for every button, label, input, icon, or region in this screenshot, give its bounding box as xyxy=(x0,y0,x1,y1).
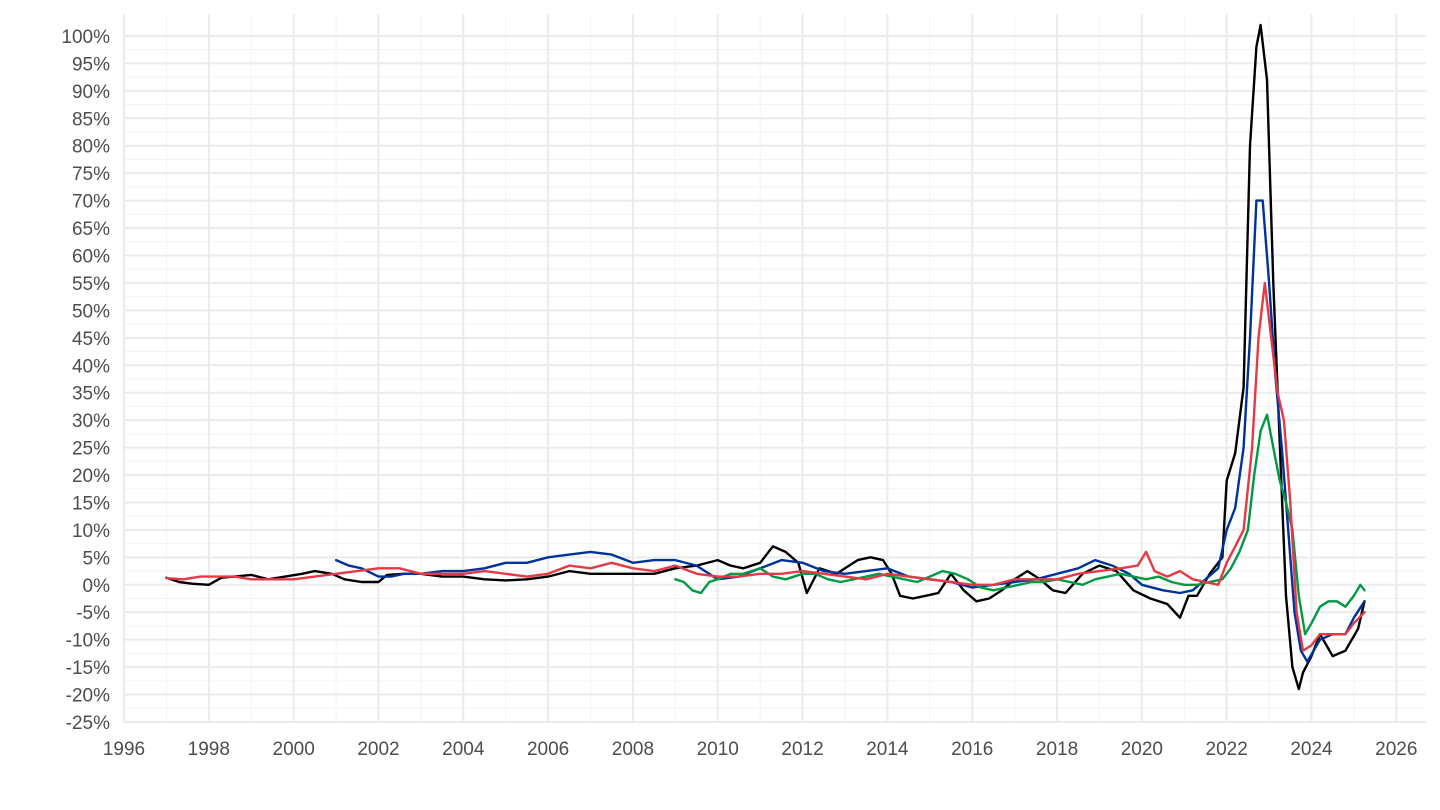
x-tick-label: 2000 xyxy=(273,739,315,760)
y-tick-label: 35% xyxy=(72,384,110,405)
y-tick-label: 95% xyxy=(72,54,110,75)
x-tick-label: 2010 xyxy=(697,739,739,760)
x-tick-label: 2008 xyxy=(612,739,654,760)
y-tick-label: -10% xyxy=(66,631,110,652)
y-tick-label: 5% xyxy=(83,548,111,569)
series-line-0 xyxy=(165,23,1366,691)
series-line-2 xyxy=(674,413,1366,636)
y-tick-label: 40% xyxy=(72,356,110,377)
y-tick-label: 25% xyxy=(72,439,110,460)
y-tick-label: 15% xyxy=(72,493,110,514)
y-tick-label: 75% xyxy=(72,164,110,185)
x-tick-label: 1996 xyxy=(103,739,145,760)
x-tick-label: 2018 xyxy=(1036,739,1078,760)
y-tick-label: -25% xyxy=(66,713,110,734)
y-tick-label: 60% xyxy=(72,246,110,267)
axis-layer: 1996 1998 2000 2002 2004 2006 2008 2010 2012 2014… xyxy=(61,27,1417,760)
y-tick-label: 10% xyxy=(72,521,110,542)
x-tick-label: 2020 xyxy=(1121,739,1163,760)
y-tick-label: 80% xyxy=(72,137,110,158)
y-tick-label: -5% xyxy=(76,603,110,624)
x-tick-label: 2006 xyxy=(527,739,569,760)
x-tick-label: 2014 xyxy=(866,739,909,760)
grid-layer xyxy=(123,14,1426,723)
y-tick-label: 20% xyxy=(72,466,110,487)
x-tick-label: 2002 xyxy=(357,739,399,760)
x-tick-label: 2004 xyxy=(442,739,485,760)
y-tick-label: 50% xyxy=(72,301,110,322)
x-tick-label: 2024 xyxy=(1290,739,1333,760)
series-line-1 xyxy=(334,199,1366,663)
x-tick-label: 2026 xyxy=(1375,739,1417,760)
series-line-3 xyxy=(165,281,1366,652)
y-tick-label: 90% xyxy=(72,82,110,103)
x-tick-label: 2016 xyxy=(951,739,993,760)
y-tick-label: 55% xyxy=(72,274,110,295)
y-tick-label: -15% xyxy=(66,658,110,679)
y-tick-label: 100% xyxy=(61,27,110,48)
y-tick-label: 85% xyxy=(72,109,110,130)
y-tick-label: 30% xyxy=(72,411,110,432)
y-tick-label: 0% xyxy=(83,576,111,597)
y-tick-label: -20% xyxy=(66,686,110,707)
x-tick-label: 2012 xyxy=(781,739,823,760)
x-tick-label: 2022 xyxy=(1206,739,1248,760)
y-tick-label: 45% xyxy=(72,329,110,350)
y-tick-label: 65% xyxy=(72,219,110,240)
y-tick-label: 70% xyxy=(72,192,110,213)
series-layer xyxy=(165,23,1366,691)
x-tick-label: 1998 xyxy=(188,739,230,760)
